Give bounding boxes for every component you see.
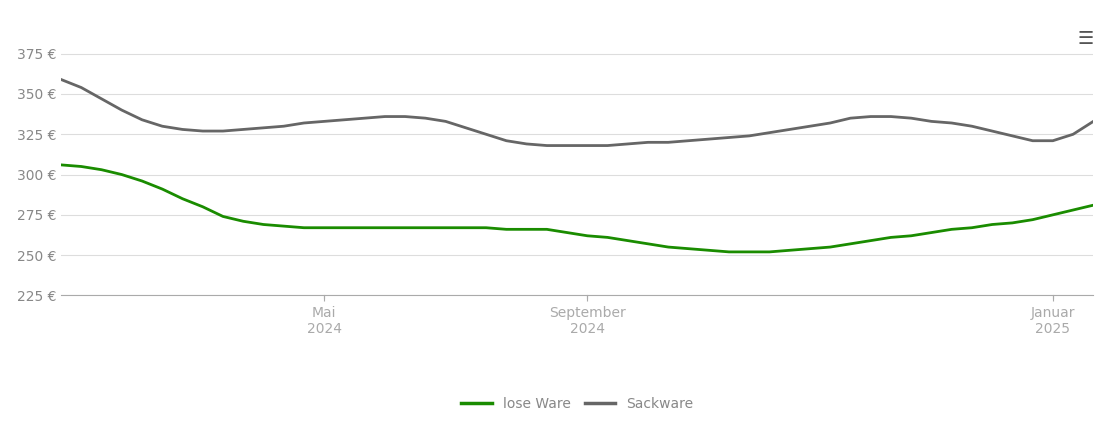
- Legend: lose Ware, Sackware: lose Ware, Sackware: [455, 391, 699, 416]
- Text: ☰: ☰: [1077, 30, 1093, 48]
